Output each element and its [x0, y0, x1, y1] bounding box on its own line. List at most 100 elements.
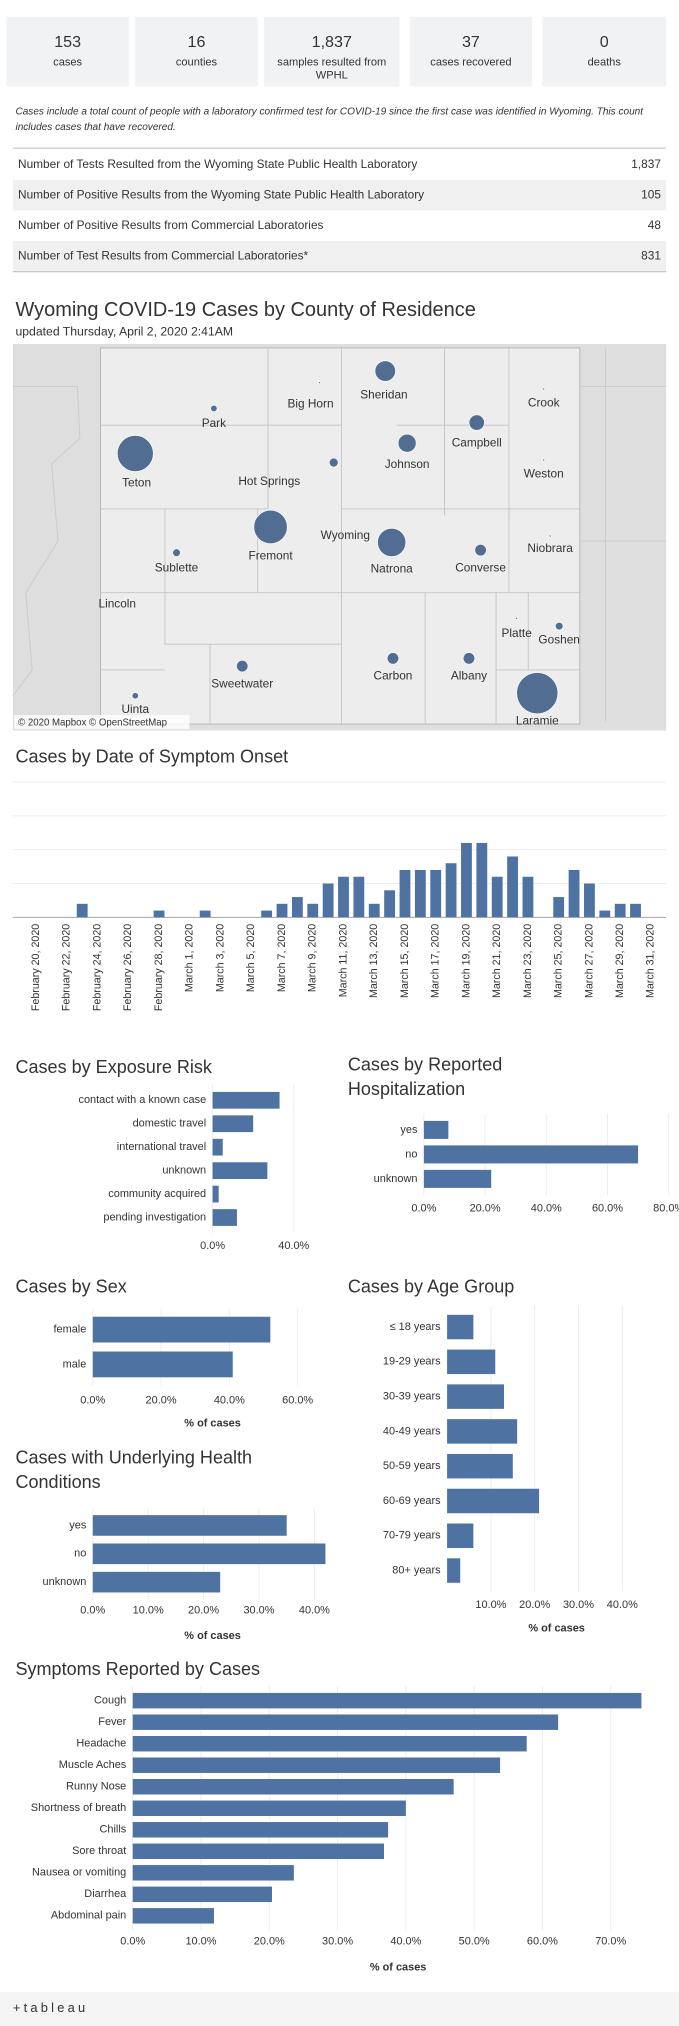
- x-tick-label: March 1, 2020: [184, 924, 196, 992]
- x-tick-label: March 3, 2020: [214, 924, 226, 992]
- county-bubble: [515, 617, 519, 620]
- bar: [132, 1843, 385, 1860]
- bar: [491, 876, 503, 918]
- county-label: Converse: [455, 560, 506, 574]
- x-tick-label: 40.0%: [278, 1240, 309, 1252]
- map-credit-bg: [14, 715, 190, 730]
- stat-label-box: deaths: [588, 55, 621, 68]
- x-tick-label: 0.0%: [120, 1936, 145, 1948]
- bar: [338, 876, 349, 918]
- y-tick-label: 50-59 years: [383, 1460, 441, 1472]
- bar: [599, 910, 611, 918]
- stat-label-box: cases recovered: [430, 55, 512, 69]
- county-label: Weston: [524, 466, 564, 480]
- bar: [261, 910, 273, 918]
- x-tick-label: February 20, 2020: [30, 924, 42, 1011]
- bar: [447, 1558, 461, 1583]
- map-credit: © 2020 Mapbox © OpenStreetMap: [18, 717, 167, 728]
- county-bubble: [542, 458, 546, 462]
- stat-value: 0: [600, 33, 609, 51]
- x-tick-label: 40.0%: [531, 1202, 562, 1214]
- county-label: Natrona: [371, 562, 414, 576]
- stat-value: 16: [188, 33, 206, 51]
- x-tick-label: 0.0%: [80, 1394, 105, 1406]
- county-label: Carbon: [374, 669, 413, 683]
- chart-title: Cases by Date of Symptom Onset: [15, 745, 289, 767]
- x-tick-label: 50.0%: [459, 1936, 490, 1948]
- y-tick-label: Sore throat: [72, 1845, 126, 1857]
- x-tick-label: 20.0%: [188, 1604, 219, 1616]
- bar: [423, 1120, 449, 1139]
- x-axis-title: % of cases: [370, 1961, 427, 1973]
- y-tick-label: female: [53, 1324, 86, 1336]
- table-cell-label: Number of Positive Results from Commerci…: [18, 218, 323, 232]
- x-tick-label: 80.0%: [653, 1202, 679, 1214]
- county-label: Hot Springs: [238, 474, 300, 488]
- bar: [132, 1757, 501, 1773]
- bar: [447, 1488, 540, 1514]
- bar: [212, 1162, 268, 1180]
- bar: [132, 1779, 454, 1795]
- table-row: [12, 241, 667, 272]
- stat-label: cases recovered: [430, 55, 512, 69]
- chart-title-box: Cases with Underlying Health Conditions: [15, 1447, 252, 1492]
- bar: [153, 910, 165, 918]
- y-tick-label: Runny Nose: [66, 1781, 126, 1793]
- x-tick-label: March 25, 2020: [553, 924, 565, 998]
- county-bubble: [374, 360, 396, 382]
- bar: [307, 903, 319, 918]
- county-label: Laramie: [516, 714, 559, 728]
- note-box: Cases include a total count of people wi…: [15, 105, 644, 134]
- y-tick-label: yes: [400, 1124, 418, 1136]
- y-tick-label: unknown: [162, 1165, 206, 1177]
- y-tick-label: male: [63, 1358, 87, 1370]
- note: Cases include a total count of people wi…: [15, 105, 644, 134]
- y-tick-label: no: [405, 1148, 417, 1160]
- table-cell-label: Number of Positive Results from the Wyom…: [18, 188, 424, 202]
- x-tick-label: 0.0%: [411, 1202, 436, 1214]
- bar: [423, 1145, 639, 1164]
- stat-card: [542, 16, 667, 87]
- bar: [132, 1822, 389, 1838]
- county-bubble: [474, 544, 487, 557]
- stat-label: samples resulted from WPHL: [277, 55, 387, 82]
- table-cell-value: 48: [648, 218, 662, 232]
- bar: [447, 1349, 496, 1375]
- x-tick-label: 20.0%: [519, 1599, 550, 1611]
- bar: [445, 863, 457, 918]
- county-label: Teton: [122, 475, 151, 489]
- bar: [212, 1185, 219, 1203]
- bar: [414, 869, 426, 918]
- county-bubble: [377, 527, 407, 557]
- x-tick-label: 40.0%: [607, 1599, 638, 1611]
- stat-value: 37: [462, 33, 480, 51]
- x-tick-label: 10.0%: [133, 1604, 164, 1616]
- county-bubble: [318, 381, 321, 385]
- y-tick-label: community acquired: [108, 1188, 206, 1200]
- y-tick-label: 70-79 years: [383, 1530, 441, 1542]
- x-tick-label: 70.0%: [595, 1936, 626, 1948]
- x-tick-label: 20.0%: [254, 1936, 285, 1948]
- bar: [132, 1865, 294, 1881]
- bar: [199, 910, 211, 918]
- x-tick-label: 60.0%: [527, 1936, 558, 1948]
- bar: [291, 897, 303, 918]
- bar: [92, 1543, 326, 1565]
- county-bubble: [554, 621, 564, 631]
- bar: [568, 869, 580, 918]
- state-label: Wyoming: [321, 528, 370, 542]
- bar: [399, 869, 411, 918]
- bar: [430, 869, 442, 918]
- table-cell-label: Number of Test Results from Commercial L…: [18, 249, 308, 263]
- x-tick-label: March 7, 2020: [276, 924, 288, 992]
- bar: [212, 1115, 254, 1133]
- y-tick-label: Headache: [76, 1738, 126, 1750]
- x-tick-label: 10.0%: [185, 1936, 216, 1948]
- x-tick-label: 40.0%: [214, 1394, 245, 1406]
- chart-title-box: Symptoms Reported by Cases: [15, 1658, 260, 1679]
- x-tick-label: March 13, 2020: [368, 924, 380, 998]
- x-tick-label: March 19, 2020: [460, 924, 472, 998]
- footer-bar: [0, 1991, 679, 2026]
- table-row: [12, 149, 667, 180]
- bar: [353, 876, 365, 918]
